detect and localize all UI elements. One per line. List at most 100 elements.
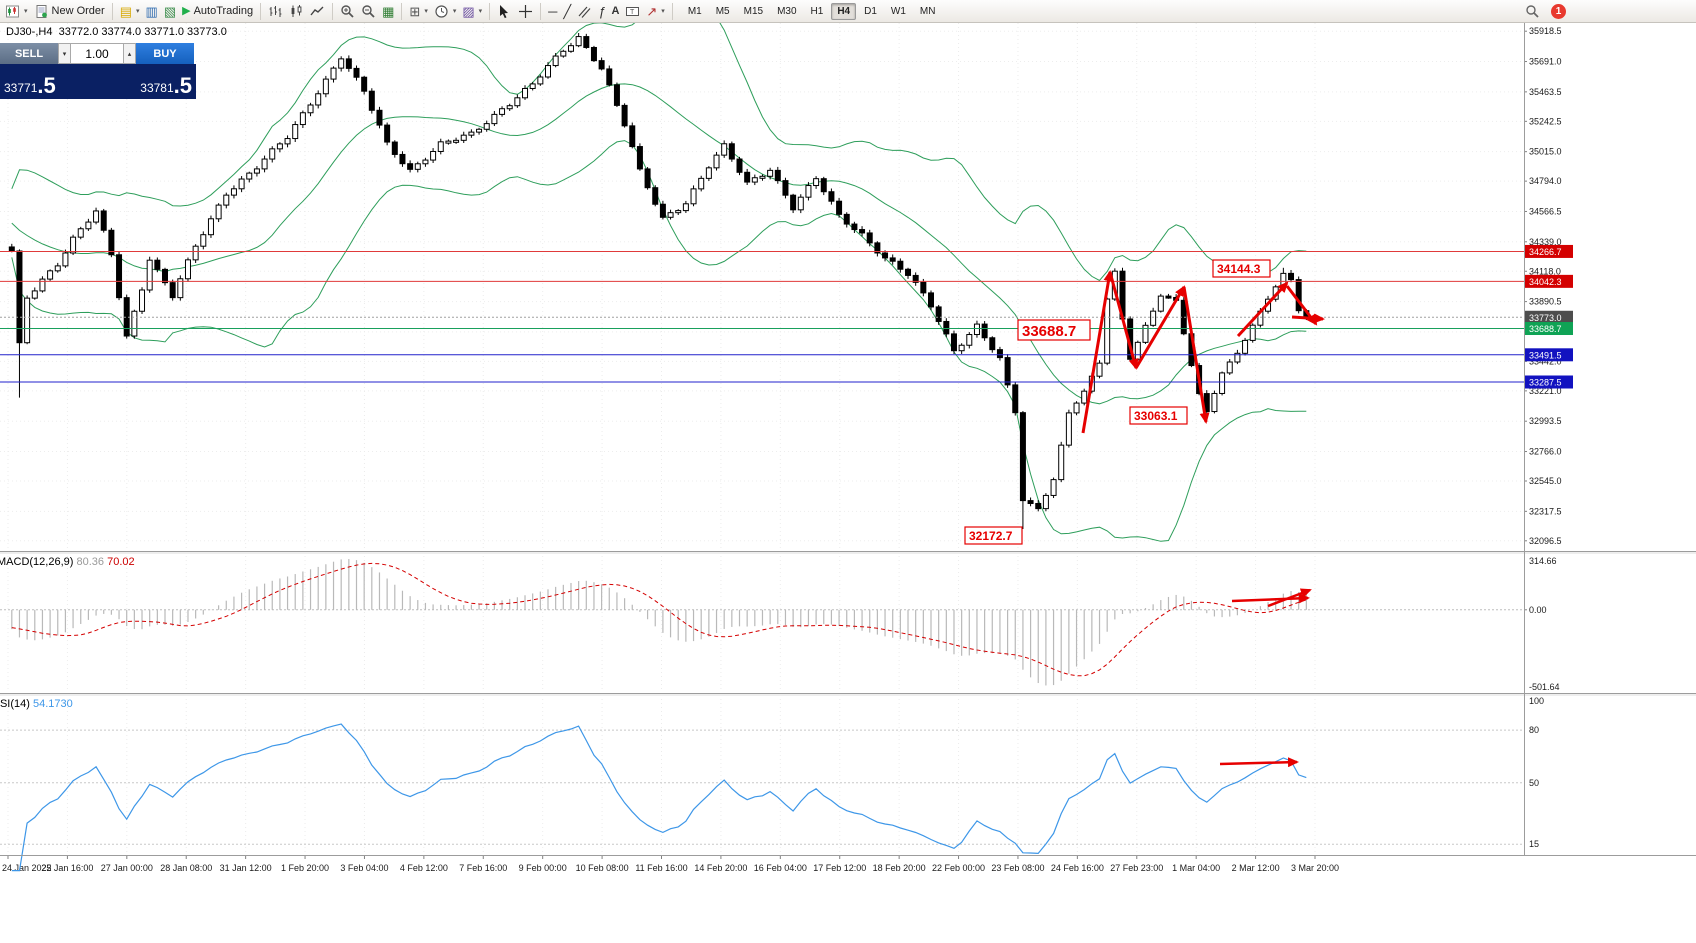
svg-text:33688.7: 33688.7 xyxy=(1529,324,1562,334)
svg-text:31 Jan 12:00: 31 Jan 12:00 xyxy=(220,863,272,873)
chevron-down-icon: ▾ xyxy=(24,8,28,15)
tile-windows-button[interactable]: ▦ xyxy=(379,1,397,21)
svg-text:9 Feb 00:00: 9 Feb 00:00 xyxy=(519,863,567,873)
one-click-trading-panel: SELL ▾ ▴ BUY 33771.5 33781.5 xyxy=(0,43,196,99)
new-chart-button[interactable]: ▾ xyxy=(2,1,31,21)
buy-button[interactable]: BUY xyxy=(136,43,194,64)
svg-text:24 Jan 2022: 24 Jan 2022 xyxy=(2,863,52,873)
svg-text:10 Feb 08:00: 10 Feb 08:00 xyxy=(576,863,629,873)
indicators-button[interactable]: ⊞ ▾ xyxy=(406,1,430,21)
timeframe-button-h4[interactable]: H4 xyxy=(831,2,857,20)
candlestick-series xyxy=(8,33,1310,529)
svg-text:32172.7: 32172.7 xyxy=(969,529,1013,543)
volume-decrease-button[interactable]: ▾ xyxy=(58,43,71,64)
svg-text:-501.64: -501.64 xyxy=(1529,682,1560,692)
search-button[interactable] xyxy=(1522,1,1543,21)
timeframe-button-h1[interactable]: H1 xyxy=(810,5,824,17)
svg-text:33442.0: 33442.0 xyxy=(1529,356,1562,366)
svg-text:35015.0: 35015.0 xyxy=(1529,147,1562,157)
timeframe-button-d1[interactable]: D1 xyxy=(864,5,877,17)
svg-text:34118.0: 34118.0 xyxy=(1529,266,1561,276)
channel-button[interactable] xyxy=(574,1,595,21)
new-order-button[interactable]: New Order xyxy=(31,1,108,21)
timeframe-button-mn[interactable]: MN xyxy=(919,5,936,17)
indicators-icon: ⊞ xyxy=(409,3,421,19)
svg-text:50: 50 xyxy=(1529,778,1539,788)
notification-badge[interactable]: 1 xyxy=(1551,3,1566,19)
svg-text:14 Feb 20:00: 14 Feb 20:00 xyxy=(694,863,747,873)
crosshair-button[interactable] xyxy=(515,1,536,21)
svg-text:33287.5: 33287.5 xyxy=(1529,378,1562,388)
candlestick-chart-button[interactable] xyxy=(286,1,307,21)
fibonacci-button[interactable]: ƒ xyxy=(595,1,608,21)
bar-chart-icon xyxy=(269,5,282,17)
svg-text:27 Jan 00:00: 27 Jan 00:00 xyxy=(101,863,153,873)
panel-separators[interactable] xyxy=(0,23,1696,856)
chevron-down-icon: ▾ xyxy=(661,8,665,15)
horizontal-line-button[interactable]: ─ xyxy=(545,1,560,21)
chevron-down-icon: ▾ xyxy=(452,8,457,15)
templates-button[interactable]: ▨ ▾ xyxy=(459,1,485,21)
market-watch-icon: ▥ xyxy=(145,3,158,19)
data-window-icon: ▧ xyxy=(163,3,177,19)
zoom-in-button[interactable] xyxy=(337,1,358,21)
svg-text:34339.0: 34339.0 xyxy=(1529,237,1562,247)
svg-text:32096.5: 32096.5 xyxy=(1529,536,1562,546)
zoom-out-icon xyxy=(362,4,375,18)
line-chart-button[interactable] xyxy=(307,1,328,21)
volume-input[interactable] xyxy=(71,43,123,64)
svg-text:314.66: 314.66 xyxy=(1529,556,1557,566)
candlestick-chart-icon xyxy=(291,4,302,17)
annotations: 34144.3 33688.7 33063.1 32172.7 xyxy=(964,259,1325,768)
svg-text:33773.0: 33773.0 xyxy=(1529,313,1562,323)
timeframe-button-m1[interactable]: M1 xyxy=(687,5,702,17)
svg-text:34266.7: 34266.7 xyxy=(1529,247,1562,257)
timeframe-button-m30[interactable]: M30 xyxy=(777,5,797,17)
data-window-button[interactable]: ▧ xyxy=(161,1,179,21)
market-watch-button[interactable]: ▥ xyxy=(143,1,161,21)
macd-panel: 314.66 0.00 -501.64 xyxy=(0,556,1560,692)
periods-button[interactable]: ▾ xyxy=(431,1,460,21)
tile-windows-icon: ▦ xyxy=(382,3,395,19)
horizontal-line-icon: ─ xyxy=(548,3,558,19)
svg-text:22 Feb 00:00: 22 Feb 00:00 xyxy=(932,863,985,873)
svg-text:11 Feb 16:00: 11 Feb 16:00 xyxy=(635,863,687,873)
profiles-button[interactable]: ▤ ▾ xyxy=(117,1,143,21)
grid xyxy=(0,23,1524,853)
zoom-out-button[interactable] xyxy=(358,1,379,21)
timeframe-button-w1[interactable]: W1 xyxy=(890,5,906,17)
toolbar-separator xyxy=(332,2,334,20)
channel-icon xyxy=(578,6,591,18)
zoom-in-icon xyxy=(341,4,354,18)
arrows-tool-button[interactable]: ↗ ▾ xyxy=(643,1,667,21)
trendline-button[interactable]: ╱ xyxy=(560,1,574,21)
autotrading-button[interactable]: ▶ AutoTrading xyxy=(179,1,256,21)
svg-text:32545.0: 32545.0 xyxy=(1529,476,1562,486)
fibonacci-icon: ƒ xyxy=(598,3,606,19)
volume-increase-button[interactable]: ▴ xyxy=(123,43,136,64)
svg-text:100: 100 xyxy=(1529,696,1544,706)
svg-text:32317.5: 32317.5 xyxy=(1529,506,1562,516)
macd-signal-value: 70.02 xyxy=(107,556,135,568)
rsi-panel: 100 80 50 15 xyxy=(0,696,1544,872)
timeframe-button-m15[interactable]: M15 xyxy=(743,5,764,17)
sell-button[interactable]: SELL xyxy=(0,43,58,64)
arrows-tool-icon: ↗ xyxy=(646,3,658,19)
svg-text:35691.0: 35691.0 xyxy=(1529,57,1562,67)
svg-text:33688.7: 33688.7 xyxy=(1022,323,1076,340)
main-toolbar: ▾ New Order ▤ ▾ ▥ ▧ ▶ AutoTrading xyxy=(0,0,1696,23)
axes: 35918.5 35691.0 35463.5 35242.5 35015.0 34794… xyxy=(2,26,1562,873)
cursor-button[interactable] xyxy=(494,1,515,21)
text-label-button[interactable]: T xyxy=(622,1,643,21)
svg-text:15: 15 xyxy=(1529,839,1539,849)
svg-text:T: T xyxy=(630,9,635,16)
bar-chart-button[interactable] xyxy=(265,1,286,21)
ohlc-values: 33772.0 33774.0 33771.0 33773.0 xyxy=(58,26,227,38)
svg-text:4 Feb 12:00: 4 Feb 12:00 xyxy=(400,863,448,873)
text-button[interactable]: A xyxy=(608,1,622,21)
timeframe-button-m5[interactable]: M5 xyxy=(715,5,730,17)
svg-text:1 Mar 04:00: 1 Mar 04:00 xyxy=(1172,863,1220,873)
search-icon xyxy=(1526,4,1539,18)
text-label-icon: T xyxy=(626,6,640,16)
